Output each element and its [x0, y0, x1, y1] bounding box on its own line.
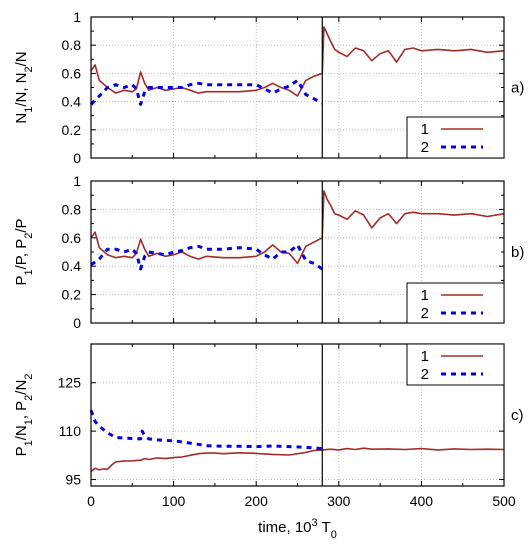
series-2-line — [89, 409, 323, 451]
y-tick-label: 0.6 — [62, 230, 82, 246]
series-1-line — [90, 447, 505, 473]
y-tick-label: 0.6 — [62, 65, 82, 81]
x-tick-label: 300 — [327, 493, 351, 509]
legend-label: 2 — [421, 139, 429, 156]
y-tick-label: 0 — [73, 150, 81, 166]
y-tick-label: 0.4 — [62, 94, 82, 110]
series-1-line — [90, 26, 505, 97]
x-tick-label: 100 — [162, 493, 186, 509]
legend-label: 2 — [421, 305, 429, 322]
y-tick-label: 0.4 — [62, 258, 82, 274]
y-tick-label: 1 — [73, 9, 81, 25]
y-tick-label: 1 — [73, 173, 81, 189]
legend-label: 2 — [421, 366, 429, 383]
y-axis-label: P1/N1, P2/N2 — [13, 374, 35, 457]
legend-box — [406, 116, 505, 159]
x-tick-label: 0 — [87, 493, 95, 509]
series-2-line — [90, 243, 324, 271]
y-axis-label: P1/P, P2/P — [13, 218, 35, 285]
y-axis-label: N1/N, N2/N — [13, 51, 35, 123]
series-1-line — [90, 190, 505, 265]
panel-label: a) — [511, 80, 524, 97]
y-tick-label: 110 — [59, 423, 82, 439]
panel-label: c) — [511, 407, 524, 424]
x-tick-label: 200 — [245, 493, 269, 509]
panel-label: b) — [511, 244, 524, 261]
legend: 12 — [406, 116, 505, 159]
y-tick-label: 0.8 — [62, 201, 82, 217]
legend: 12 — [406, 343, 505, 386]
x-tick-label: 500 — [492, 493, 516, 509]
series-2-line — [89, 78, 323, 106]
legend-box — [406, 282, 505, 324]
x-axis-label: time, 103 T0 — [258, 517, 337, 541]
y-tick-label: 0.2 — [62, 122, 82, 138]
x-tick-label: 400 — [410, 493, 434, 509]
y-tick-label: 125 — [58, 375, 82, 391]
plot-frame — [90, 343, 505, 487]
legend-label: 1 — [421, 287, 429, 304]
y-tick-label: 0.2 — [62, 287, 82, 303]
y-tick-label: 95 — [65, 472, 81, 488]
legend: 12 — [406, 282, 505, 324]
legend-label: 1 — [421, 121, 429, 138]
y-tick-label: 0 — [73, 315, 81, 331]
panel-c: 0 100 200 300 400 500 95 110 125 12 c) P1/N1, P2/N2… — [13, 343, 524, 541]
legend-label: 1 — [421, 348, 429, 365]
y-tick-label: 0.8 — [62, 37, 82, 53]
legend-box — [406, 343, 505, 386]
plot-frame — [90, 16, 505, 159]
plot-frame — [90, 180, 505, 324]
